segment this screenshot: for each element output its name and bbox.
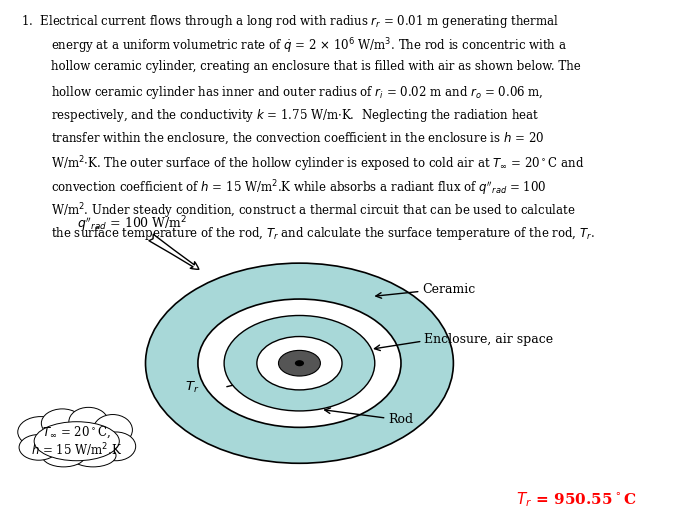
Text: $h$ = 15 W/m$^2$.K: $h$ = 15 W/m$^2$.K [32,442,122,459]
Text: hollow ceramic cylinder has inner and outer radius of $r_i$ = 0.02 m and $r_o$ =: hollow ceramic cylinder has inner and ou… [50,84,543,101]
Text: $T_\infty$ = 20$^\circ$C,: $T_\infty$ = 20$^\circ$C, [42,424,111,440]
Ellipse shape [257,336,342,390]
Ellipse shape [97,432,136,461]
Text: $\it{T_r}$ = 950.55$^\circ$C: $\it{T_r}$ = 950.55$^\circ$C [516,490,637,509]
Ellipse shape [93,414,132,445]
Ellipse shape [41,409,83,438]
Text: Rod: Rod [388,413,413,426]
Text: convection coefficient of $h$ = 15 W/m$^2$.K while absorbs a radiant flux of $q': convection coefficient of $h$ = 15 W/m$^… [50,178,546,198]
Text: energy at a uniform volumetric rate of $\dot{q}$ = 2 $\times$ 10$^6$ W/m$^3$. Th: energy at a uniform volumetric rate of $… [50,36,566,56]
Text: the surface temperature of the rod, $T_r$ and calculate the surface temperature : the surface temperature of the rod, $T_r… [50,225,594,242]
Ellipse shape [295,360,304,366]
Text: transfer within the enclosure, the convection coefficient in the enclosure is $h: transfer within the enclosure, the conve… [50,131,544,146]
Ellipse shape [279,350,321,376]
Ellipse shape [198,299,401,427]
Ellipse shape [19,434,58,460]
Text: hollow ceramic cylinder, creating an enclosure that is filled with air as shown : hollow ceramic cylinder, creating an enc… [50,60,580,73]
Text: $q''_{rad}$ = 100 W/m$^2$: $q''_{rad}$ = 100 W/m$^2$ [77,215,188,234]
Text: respectively, and the conductivity $k$ = 1.75 W/m$\cdot$K.  Neglecting the radia: respectively, and the conductivity $k$ =… [50,107,539,124]
Ellipse shape [146,263,454,463]
Ellipse shape [42,444,85,467]
Ellipse shape [34,422,119,461]
Text: W/m$^2$$\cdot$K. The outer surface of the hollow cylinder is exposed to cold air: W/m$^2$$\cdot$K. The outer surface of th… [50,154,584,174]
Ellipse shape [70,444,116,467]
Ellipse shape [18,416,64,447]
Text: $T_r$: $T_r$ [185,380,200,395]
Text: Ceramic: Ceramic [423,283,476,296]
Text: 1.  Electrical current flows through a long rod with radius $r_r$ = 0.01 m gener: 1. Electrical current flows through a lo… [21,13,559,30]
Text: W/m$^2$. Under steady condition, construct a thermal circuit that can be used to: W/m$^2$. Under steady condition, constru… [50,202,575,221]
Ellipse shape [69,407,108,436]
Ellipse shape [224,315,374,411]
Text: Enclosure, air space: Enclosure, air space [424,333,553,346]
